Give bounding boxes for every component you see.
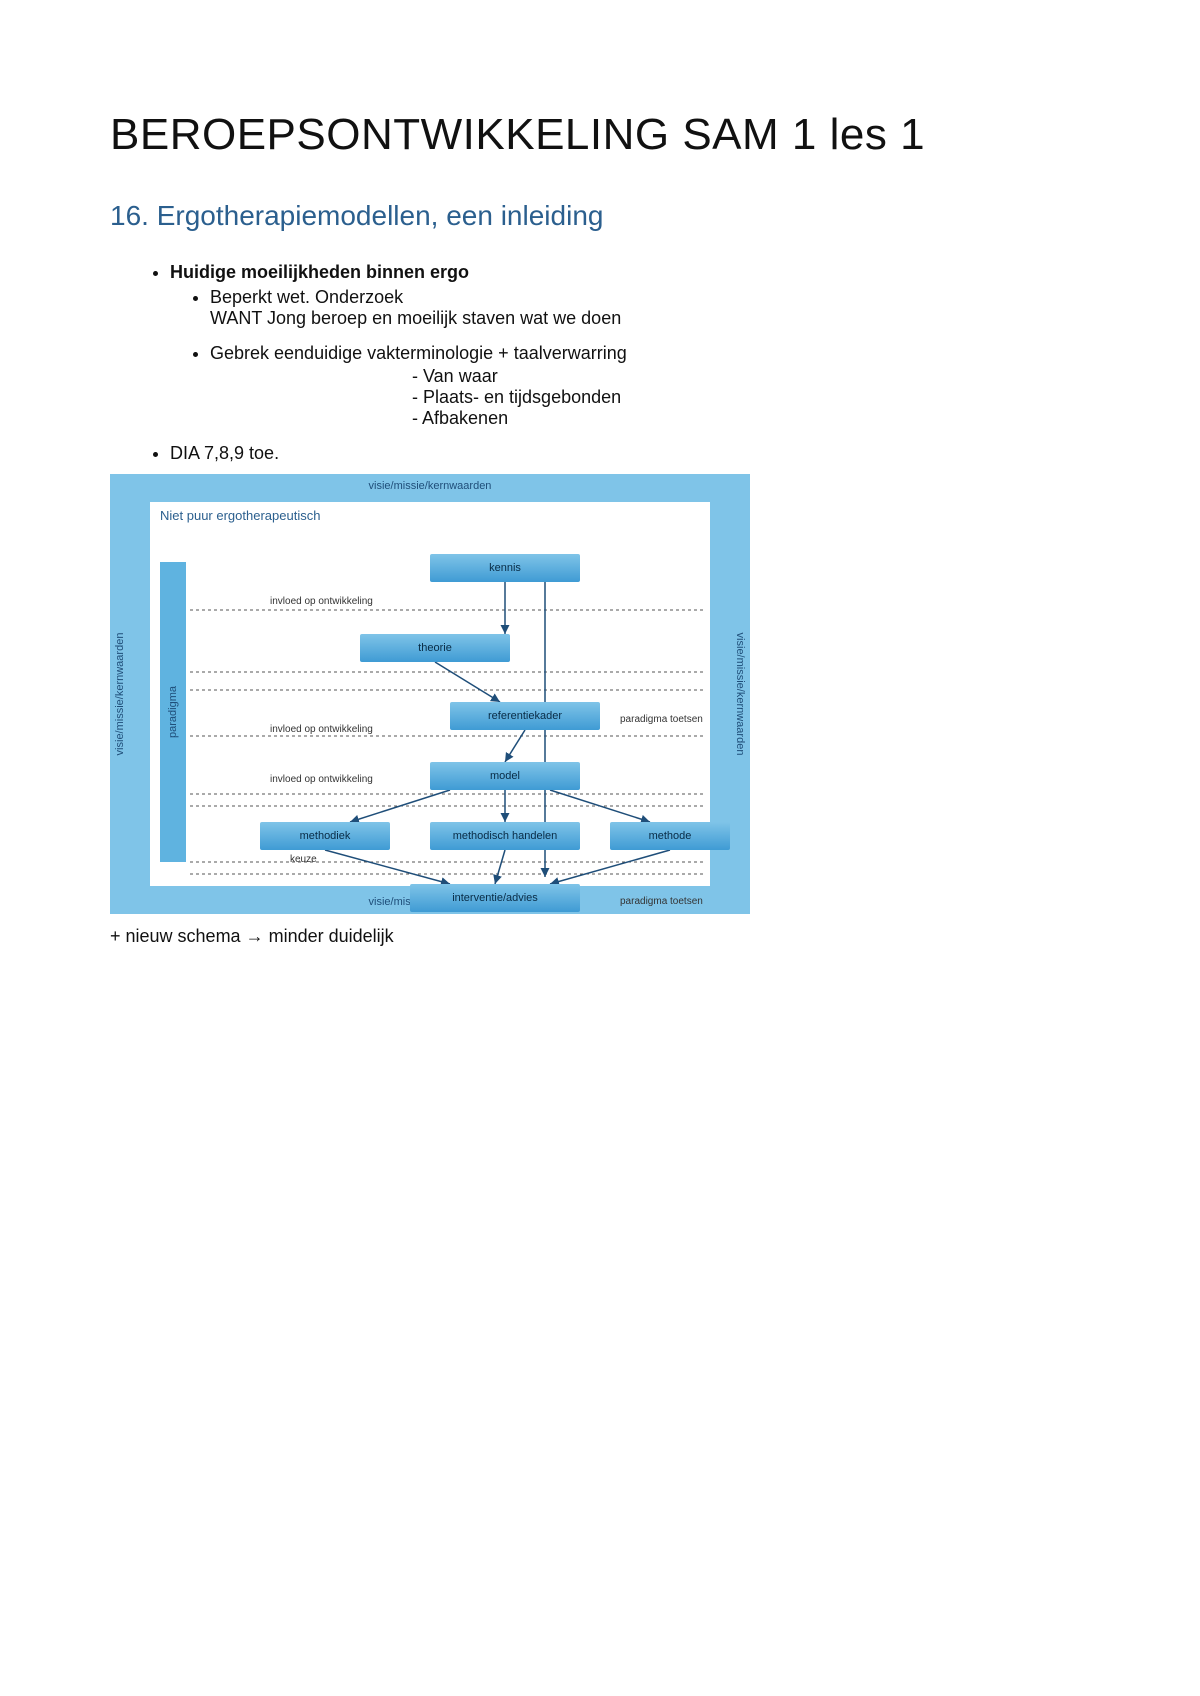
annotation: invloed op ontwikkeling	[270, 724, 373, 735]
annotation: invloed op ontwikkeling	[270, 596, 373, 607]
annotation: paradigma toetsen	[620, 896, 703, 907]
node-methode: methode	[610, 822, 730, 850]
bullet-subitem: Beperkt wet. Onderzoek WANT Jong beroep …	[210, 287, 1090, 329]
frame-label-left: visie/missie/kernwaarden	[114, 633, 126, 756]
bullet-list: Huidige moeilijkheden binnen ergo Beperk…	[110, 262, 1090, 464]
annotation: paradigma toetsen	[620, 714, 703, 725]
footnote: + nieuw schema → minder duidelijk	[110, 926, 1090, 947]
bullet-item: DIA 7,8,9 toe.	[170, 443, 1090, 464]
frame-label-top: visie/missie/kernwaarden	[110, 480, 750, 492]
node-interventie: interventie/advies	[410, 884, 580, 912]
annotation: invloed op ontwikkeling	[270, 774, 373, 785]
dash-item: Plaats- en tijdsgebonden	[430, 387, 1090, 408]
frame-label-right: visie/missie/kernwaarden	[734, 633, 746, 756]
node-methodisch-handelen: methodisch handelen	[430, 822, 580, 850]
node-methodiek: methodiek	[260, 822, 390, 850]
dash-item: Afbakenen	[430, 408, 1090, 429]
page-title: BEROEPSONTWIKKELING SAM 1 les 1	[110, 110, 1090, 160]
annotation: keuze	[290, 854, 317, 865]
section-heading: 16. Ergotherapiemodellen, een inleiding	[110, 200, 1090, 232]
flowchart-diagram: visie/missie/kernwaarden visie/missie/ke…	[110, 474, 750, 914]
node-kennis: kennis	[430, 554, 580, 582]
bullet-subitem: Gebrek eenduidige vakterminologie + taal…	[210, 343, 1090, 429]
node-theorie: theorie	[360, 634, 510, 662]
node-model: model	[430, 762, 580, 790]
dash-item: Van waar	[430, 366, 1090, 387]
bullet-item: Huidige moeilijkheden binnen ergo	[170, 262, 469, 282]
node-referentiekader: referentiekader	[450, 702, 600, 730]
